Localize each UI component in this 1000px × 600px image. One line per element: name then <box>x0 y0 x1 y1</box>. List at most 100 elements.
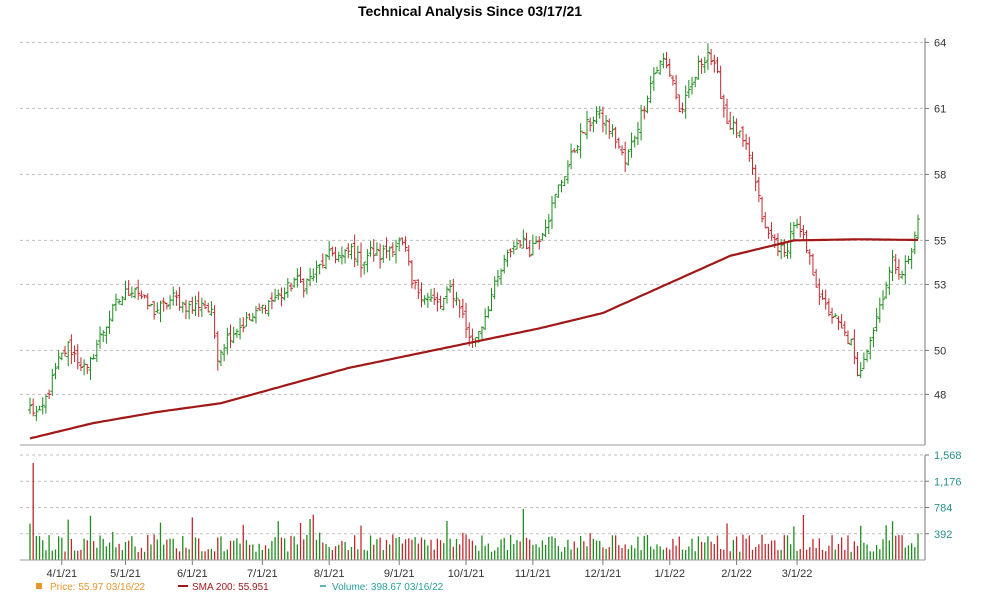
price-bar <box>133 287 138 299</box>
price-bar <box>359 242 364 278</box>
price-bar <box>731 115 736 135</box>
price-bar <box>623 141 628 173</box>
price-bar <box>381 244 386 263</box>
price-bar <box>218 350 223 367</box>
price-bar <box>47 389 52 400</box>
price-bar <box>336 251 341 263</box>
legend-label: SMA 200: 55.951 <box>192 582 269 593</box>
price-bar <box>845 330 850 345</box>
price-bar <box>394 239 399 264</box>
price-bar <box>842 320 847 337</box>
price-bar <box>330 246 335 257</box>
price-bar <box>215 331 220 371</box>
price-bar <box>642 106 647 120</box>
volume-tick-label: 1,176 <box>934 476 962 488</box>
price-bar <box>451 278 456 309</box>
price-bar <box>553 193 558 209</box>
price-bar <box>432 287 437 305</box>
price-bar <box>683 85 688 119</box>
volume-axis: 392 784 1,176 1,568 <box>925 450 962 541</box>
price-bar <box>511 241 516 255</box>
price-bar <box>161 297 166 312</box>
price-bar <box>499 268 504 285</box>
price-bar <box>327 241 332 261</box>
price-bar <box>581 131 586 134</box>
price-bar <box>597 105 602 119</box>
price-bar <box>702 56 707 73</box>
price-bar <box>187 300 192 320</box>
price-bar <box>524 232 529 249</box>
price-bar <box>769 222 774 241</box>
price-bar <box>549 195 554 229</box>
price-bar <box>317 263 322 275</box>
price-bar <box>416 279 421 300</box>
volume-tick-label: 392 <box>934 529 952 541</box>
price-bar <box>855 351 860 377</box>
price-bar <box>521 229 526 249</box>
volume-tick-label: 1,568 <box>934 450 962 462</box>
price-bar <box>460 298 465 319</box>
price-bar <box>648 75 653 103</box>
price-bar <box>884 281 889 299</box>
price-bar <box>136 279 141 300</box>
price-bar <box>199 297 204 317</box>
price-bar <box>295 268 300 288</box>
price-bar <box>858 362 863 379</box>
price-bar <box>804 230 809 254</box>
price-bar <box>810 253 815 276</box>
price-bar <box>483 308 488 330</box>
price-bar <box>260 304 265 314</box>
price-bar <box>880 290 885 310</box>
price-bar <box>871 327 876 348</box>
price-bar <box>833 313 838 318</box>
x-tick-label: 4/1/21 <box>47 568 78 580</box>
x-tick-label: 10/1/21 <box>448 568 485 580</box>
price-bar <box>565 160 570 184</box>
volume-bars <box>29 462 919 560</box>
price-bar <box>298 266 303 283</box>
price-bar <box>575 145 580 154</box>
price-bar <box>139 290 144 300</box>
price-grid <box>20 41 925 395</box>
price-bar <box>314 260 319 283</box>
price-bar <box>238 317 243 340</box>
price-bar <box>766 226 771 239</box>
price-bar <box>234 328 239 338</box>
price-bar <box>171 286 176 306</box>
price-bar <box>72 345 77 362</box>
price-bar <box>814 268 819 288</box>
price-bar <box>556 184 561 198</box>
price-bar <box>343 249 348 264</box>
price-bar <box>492 276 497 300</box>
price-bar <box>142 294 147 299</box>
price-bar <box>887 266 892 295</box>
price-bar <box>148 303 153 307</box>
price-bar <box>269 292 274 310</box>
price-bar <box>91 354 96 360</box>
price-bar <box>709 49 714 66</box>
price-bar <box>896 258 901 280</box>
price-bar <box>301 278 306 298</box>
legend-item: Volume: 398.67 03/16/22 <box>320 582 444 593</box>
x-tick-label: 8/1/21 <box>314 568 345 580</box>
price-bar <box>365 249 370 273</box>
legend-item: SMA 200: 55.951 <box>178 582 269 593</box>
price-bar <box>349 243 354 260</box>
price-bar <box>737 130 742 138</box>
price-bar <box>518 240 523 248</box>
price-bar <box>620 145 624 156</box>
price-bar <box>807 249 812 265</box>
price-bar <box>540 232 545 241</box>
price-bar <box>753 164 758 192</box>
legend-label: Volume: 398.67 03/16/22 <box>332 582 444 593</box>
price-bar <box>569 143 574 170</box>
sma-200-line <box>29 238 919 440</box>
price-bar <box>537 236 542 250</box>
price-bar <box>50 368 55 396</box>
price-bar <box>378 243 383 269</box>
price-bar <box>756 176 761 203</box>
price-bar <box>457 299 462 318</box>
price-bar <box>308 267 313 287</box>
price-bar <box>629 132 634 158</box>
price-bar <box>744 133 749 150</box>
